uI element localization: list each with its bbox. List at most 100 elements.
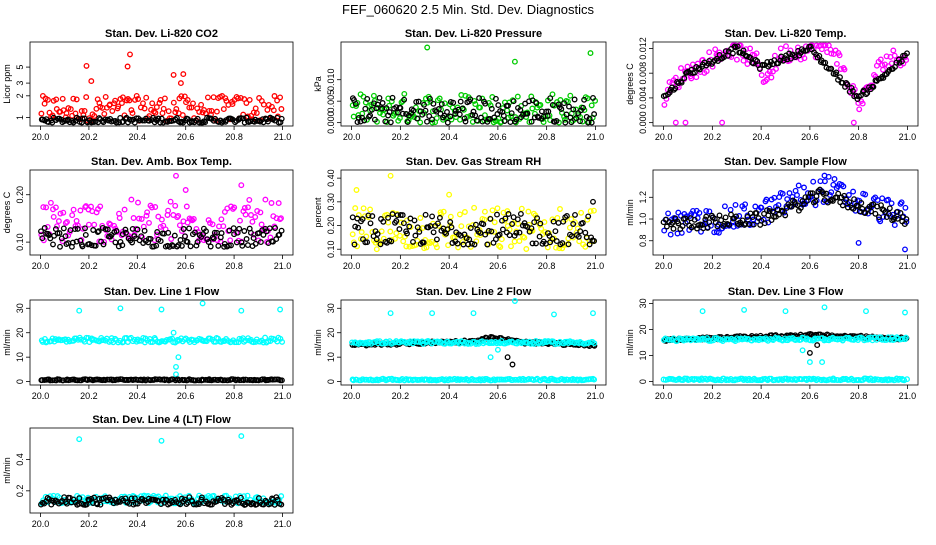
data-point-green (457, 116, 463, 123)
data-point-magenta (209, 221, 216, 228)
data-point-black (844, 81, 851, 88)
data-point-blue (706, 208, 713, 215)
data-point-magenta (877, 56, 884, 63)
x-tick-label: 20.6 (489, 261, 507, 271)
data-point-green (401, 90, 408, 97)
data-point-black (228, 242, 234, 249)
data-point-yellow (433, 244, 440, 251)
data-point-magenta (168, 236, 175, 242)
data-point-black (461, 115, 468, 122)
data-point-magenta (44, 223, 51, 230)
data-point-black (786, 50, 793, 57)
data-point-black (800, 47, 807, 54)
plot-frame (29, 41, 294, 127)
data-point-black (74, 377, 81, 384)
data-point-black (374, 231, 381, 237)
data-point-magenta (144, 209, 151, 216)
data-point-black (484, 241, 491, 248)
data-point-magenta (828, 50, 835, 57)
data-point-black (729, 50, 736, 57)
data-point-cyan (590, 310, 596, 317)
data-point-black (90, 227, 97, 233)
data-point-cyan (591, 340, 598, 347)
data-point-green (504, 107, 511, 114)
data-point-black (837, 74, 843, 81)
data-point-black (420, 239, 427, 246)
data-point-black (194, 239, 201, 246)
y-axis-label: ml/min (625, 329, 635, 356)
data-point-black (421, 101, 427, 108)
data-point-black (195, 500, 201, 507)
data-point-red (277, 94, 284, 101)
data-point-black (132, 500, 139, 507)
data-point-black (393, 218, 400, 224)
data-point-black (672, 85, 679, 92)
data-point-black (704, 224, 711, 231)
data-point-black (472, 221, 479, 228)
x-tick-label: 20.0 (343, 391, 361, 401)
data-point-black (509, 361, 516, 368)
data-point-blue (888, 200, 895, 207)
x-tick-label: 21.0 (274, 391, 292, 401)
data-point-cyan (76, 436, 83, 443)
data-point-magenta (850, 119, 857, 126)
data-point-red (253, 110, 260, 116)
data-point-magenta (678, 65, 684, 72)
data-point-cyan (869, 377, 876, 384)
data-point-black (505, 102, 511, 109)
data-point-black (382, 118, 389, 125)
data-point-black (488, 228, 495, 235)
data-point-yellow (554, 214, 561, 221)
y-axis-label: ml/min (313, 329, 323, 356)
data-point-black (433, 236, 440, 243)
data-point-black (369, 213, 376, 220)
data-point-red (83, 62, 90, 69)
y-tick-label: 20 (326, 328, 336, 338)
y-tick-label: 1.2 (638, 191, 648, 204)
data-point-yellow (367, 206, 374, 213)
data-point-magenta (57, 210, 64, 217)
data-point-black (526, 98, 532, 105)
data-point-yellow (387, 172, 394, 179)
data-point-cyan (181, 336, 188, 343)
data-point-magenta (706, 49, 713, 56)
data-point-magenta (175, 212, 182, 219)
y-tick-label: 0.20 (326, 217, 336, 235)
data-point-black (210, 235, 217, 242)
data-point-black (74, 225, 81, 232)
data-point-yellow (385, 219, 392, 226)
data-point-red (178, 93, 185, 100)
data-point-black (104, 376, 111, 383)
x-tick-label: 20.4 (752, 391, 770, 401)
data-point-black (153, 242, 160, 249)
panel-title: Stan. Dev. Line 3 Flow (728, 286, 844, 298)
data-point-black (204, 236, 211, 243)
data-point-cyan (739, 375, 746, 382)
data-point-black (864, 90, 871, 97)
data-point-magenta (766, 68, 773, 75)
data-point-magenta (747, 45, 754, 52)
data-point-red (53, 96, 60, 103)
data-point-black (237, 494, 244, 501)
data-point-blue (879, 195, 886, 202)
data-point-magenta (237, 217, 243, 224)
data-point-black (430, 229, 437, 236)
data-point-black (549, 102, 556, 108)
x-tick-label: 20.4 (440, 261, 458, 271)
x-tick-label: 20.8 (850, 391, 868, 401)
data-point-black (669, 219, 676, 226)
data-point-black (178, 242, 185, 249)
data-point-black (186, 225, 193, 232)
data-point-black (588, 119, 595, 126)
data-point-black (241, 228, 248, 234)
x-tick-label: 20.8 (225, 132, 243, 142)
data-point-black (513, 116, 520, 123)
data-point-red (156, 100, 163, 106)
x-tick-label: 20.8 (538, 261, 556, 271)
data-point-red (186, 104, 193, 111)
data-point-black (797, 204, 804, 211)
data-point-yellow (481, 208, 488, 215)
data-point-magenta (52, 204, 59, 211)
data-point-magenta (783, 43, 789, 50)
data-point-red (102, 93, 109, 100)
